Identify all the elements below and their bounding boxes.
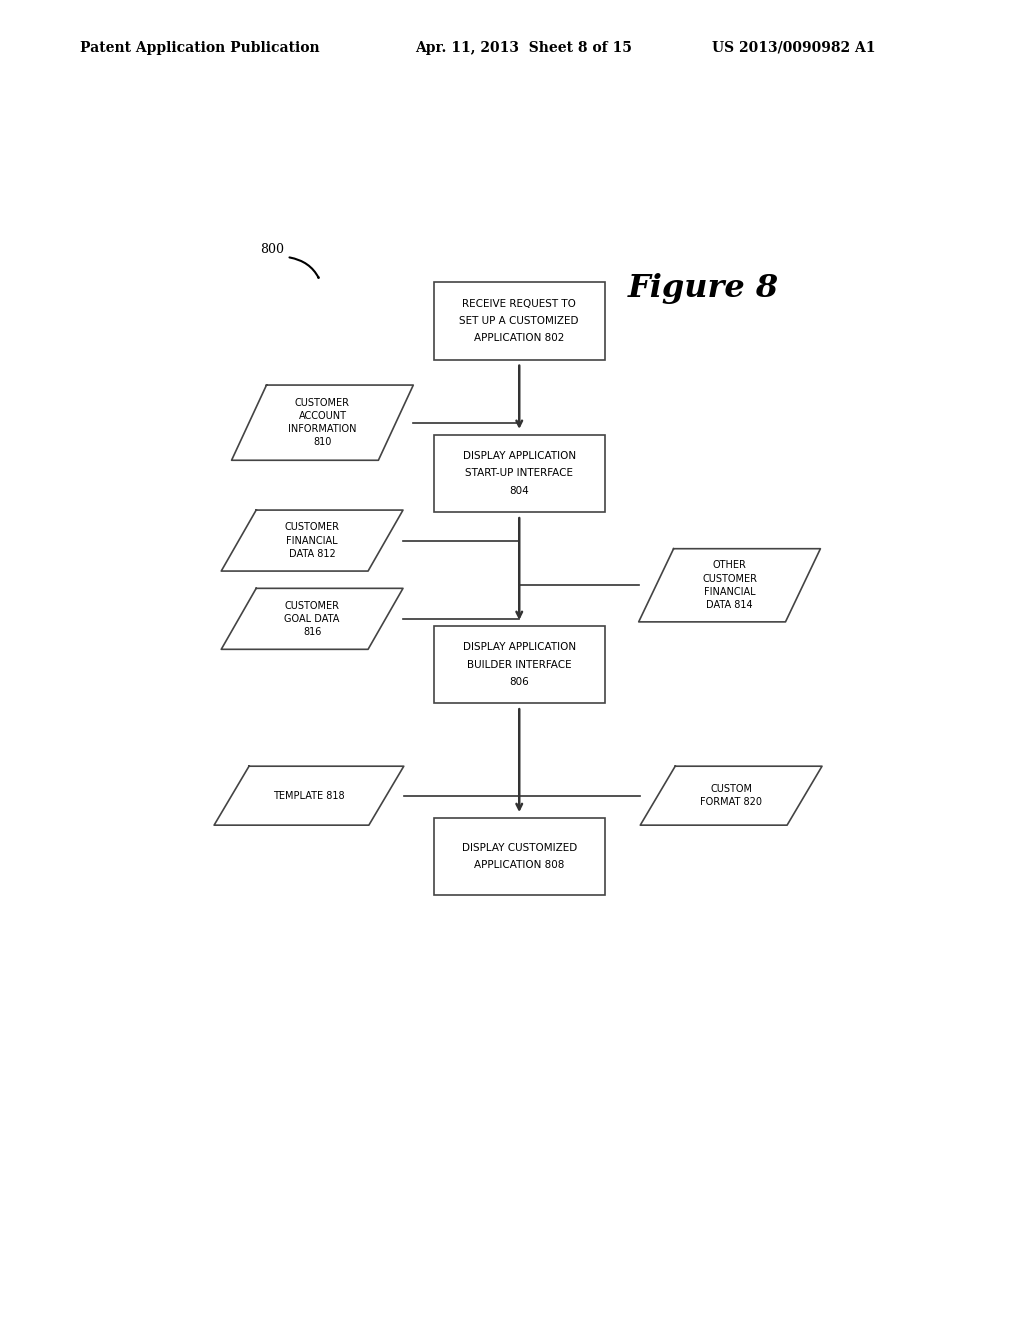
Text: APPLICATION 808: APPLICATION 808 (474, 861, 564, 870)
Bar (434, 818, 604, 895)
Text: GOAL DATA: GOAL DATA (285, 614, 340, 624)
Text: CUSTOMER: CUSTOMER (285, 523, 340, 532)
Text: DISPLAY CUSTOMIZED: DISPLAY CUSTOMIZED (462, 843, 577, 853)
Text: DISPLAY APPLICATION: DISPLAY APPLICATION (463, 451, 575, 461)
Text: CUSTOMER: CUSTOMER (285, 601, 340, 611)
Text: 800: 800 (260, 243, 285, 256)
Text: 816: 816 (303, 627, 322, 638)
Text: INFORMATION: INFORMATION (288, 424, 356, 434)
Text: START-UP INTERFACE: START-UP INTERFACE (465, 469, 573, 478)
Bar (434, 626, 604, 704)
Text: APPLICATION 802: APPLICATION 802 (474, 334, 564, 343)
Text: SET UP A CUSTOMIZED: SET UP A CUSTOMIZED (460, 315, 579, 326)
Bar (434, 434, 604, 512)
Text: FINANCIAL: FINANCIAL (703, 587, 756, 597)
Text: DATA 812: DATA 812 (289, 549, 336, 558)
Text: OTHER: OTHER (713, 561, 746, 570)
Text: FINANCIAL: FINANCIAL (287, 536, 338, 545)
Text: CUSTOM: CUSTOM (710, 784, 753, 795)
Text: DATA 814: DATA 814 (707, 601, 753, 610)
Text: ACCOUNT: ACCOUNT (298, 411, 346, 421)
Text: RECEIVE REQUEST TO: RECEIVE REQUEST TO (462, 298, 577, 309)
Text: 810: 810 (313, 437, 332, 447)
Text: 806: 806 (509, 677, 529, 686)
Text: FORMAT 820: FORMAT 820 (700, 797, 762, 808)
Text: CUSTOMER: CUSTOMER (295, 397, 350, 408)
Text: Patent Application Publication: Patent Application Publication (80, 41, 319, 54)
Text: TEMPLATE 818: TEMPLATE 818 (273, 791, 345, 801)
Text: US 2013/0090982 A1: US 2013/0090982 A1 (712, 41, 876, 54)
Text: Figure 8: Figure 8 (628, 273, 779, 304)
Text: CUSTOMER: CUSTOMER (702, 574, 757, 583)
Text: 804: 804 (509, 486, 529, 496)
Text: BUILDER INTERFACE: BUILDER INTERFACE (467, 660, 571, 669)
FancyArrowPatch shape (290, 257, 318, 277)
Bar (434, 282, 604, 359)
Text: Apr. 11, 2013  Sheet 8 of 15: Apr. 11, 2013 Sheet 8 of 15 (415, 41, 632, 54)
Text: DISPLAY APPLICATION: DISPLAY APPLICATION (463, 643, 575, 652)
